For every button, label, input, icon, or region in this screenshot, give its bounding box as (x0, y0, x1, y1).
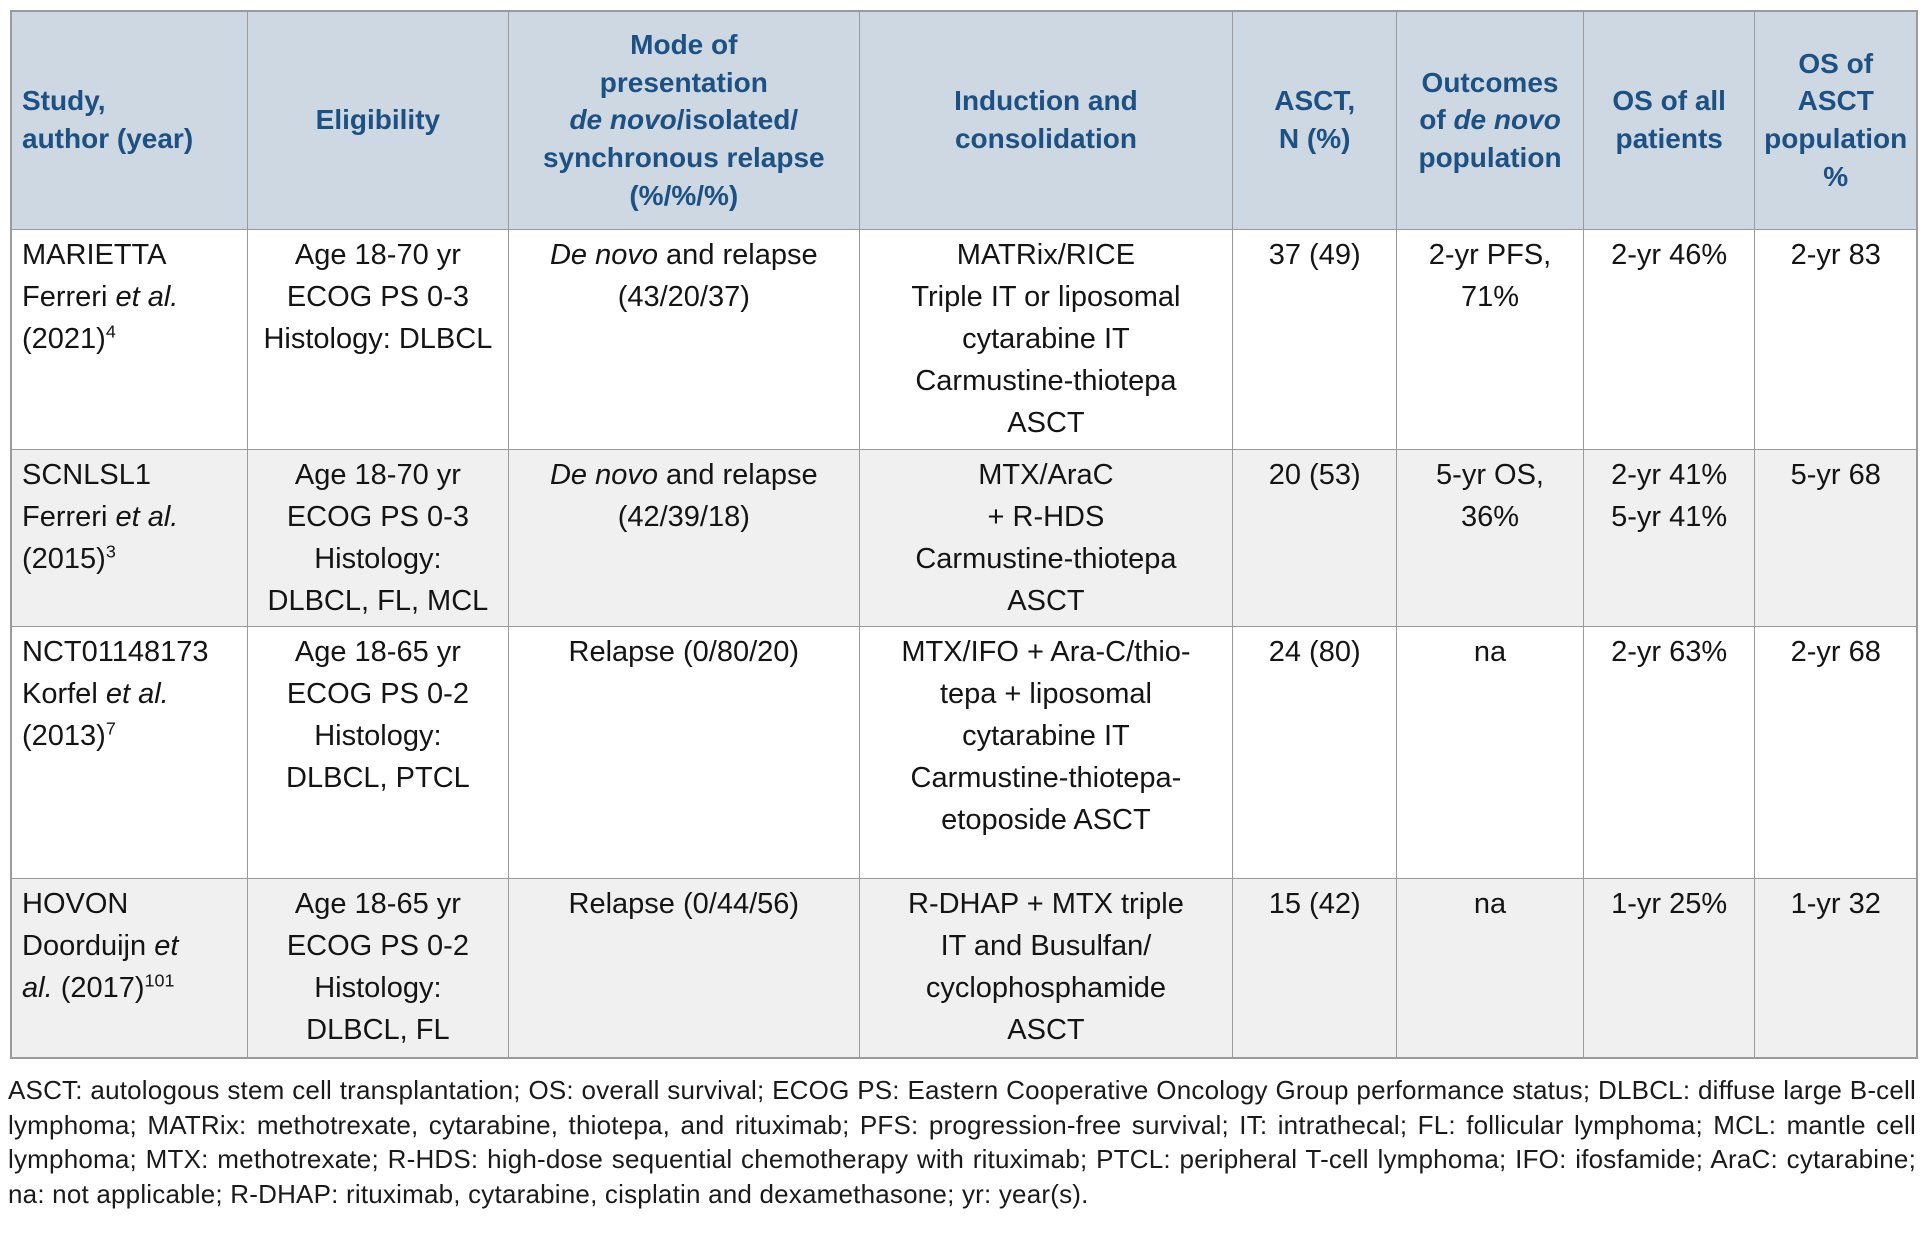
studies-table: Study, author (year) Eligibility Mode of… (10, 10, 1918, 1060)
cell-asct-n: 37 (49) (1232, 228, 1398, 450)
cell-os-asct-population: 2-yr 68 (1754, 625, 1918, 879)
table-row-hovon: HOVON Doorduijn et al. (2017)101 Age 18-… (10, 877, 1918, 1059)
cell-outcomes-de-novo: 5-yr OS, 36% (1396, 448, 1584, 627)
cell-asct-n: 20 (53) (1232, 448, 1398, 627)
cell-eligibility: Age 18-65 yr ECOG PS 0-2 Histology: DLBC… (246, 877, 509, 1059)
cell-mode-of-presentation: De novo and relapse (42/39/18) (507, 448, 860, 627)
col-header-os-all-patients: OS of all patients (1582, 10, 1756, 230)
col-header-outcomes-de-novo: Outcomes of de novo population (1396, 10, 1584, 230)
cell-study: MARIETTA Ferreri et al. (2021)4 (10, 228, 248, 450)
col-header-eligibility: Eligibility (246, 10, 509, 230)
cell-eligibility: Age 18-65 yr ECOG PS 0-2 Histology: DLBC… (246, 625, 509, 879)
cell-os-all-patients: 1-yr 25% (1582, 877, 1756, 1059)
table-row-nct01148173: NCT01148173 Korfel et al. (2013)7 Age 18… (10, 625, 1918, 879)
table-row-marietta: MARIETTA Ferreri et al. (2021)4 Age 18-7… (10, 228, 1918, 450)
cell-eligibility: Age 18-70 yr ECOG PS 0-3 Histology: DLBC… (246, 228, 509, 450)
col-header-os-asct-population: OS of ASCT population % (1754, 10, 1918, 230)
cell-induction-consolidation: MTX/IFO + Ara-C/thio- tepa + liposomal c… (858, 625, 1234, 879)
cell-asct-n: 24 (80) (1232, 625, 1398, 879)
col-header-study: Study, author (year) (10, 10, 248, 230)
cell-os-all-patients: 2-yr 46% (1582, 228, 1756, 450)
cell-outcomes-de-novo: 2-yr PFS, 71% (1396, 228, 1584, 450)
abbreviations-footnote: ASCT: autologous stem cell transplantati… (8, 1075, 1916, 1209)
cell-induction-consolidation: MTX/AraC + R-HDS Carmustine-thiotepa ASC… (858, 448, 1234, 627)
cell-mode-of-presentation: Relapse (0/44/56) (507, 877, 860, 1059)
col-header-induction-consolidation: Induction and consolidation (858, 10, 1234, 230)
cell-induction-consolidation: MATRix/RICE Triple IT or liposomal cytar… (858, 228, 1234, 450)
cell-os-asct-population: 2-yr 83 (1754, 228, 1918, 450)
cell-os-asct-population: 5-yr 68 (1754, 448, 1918, 627)
cell-outcomes-de-novo: na (1396, 625, 1584, 879)
cell-induction-consolidation: R-DHAP + MTX triple IT and Busulfan/ cyc… (858, 877, 1234, 1059)
col-header-asct-n: ASCT, N (%) (1232, 10, 1398, 230)
cell-mode-of-presentation: De novo and relapse (43/20/37) (507, 228, 860, 450)
col-header-mode-of-presentation: Mode of presentation de novo/isolated/ s… (507, 10, 860, 230)
cell-asct-n: 15 (42) (1232, 877, 1398, 1059)
header-row: Study, author (year) Eligibility Mode of… (10, 10, 1918, 230)
cell-os-all-patients: 2-yr 63% (1582, 625, 1756, 879)
cell-eligibility: Age 18-70 yr ECOG PS 0-3 Histology: DLBC… (246, 448, 509, 627)
cell-study: NCT01148173 Korfel et al. (2013)7 (10, 625, 248, 879)
cell-mode-of-presentation: Relapse (0/80/20) (507, 625, 860, 879)
cell-study: SCNLSL1 Ferreri et al. (2015)3 (10, 448, 248, 627)
cell-os-asct-population: 1-yr 32 (1754, 877, 1918, 1059)
cell-study: HOVON Doorduijn et al. (2017)101 (10, 877, 248, 1059)
cell-outcomes-de-novo: na (1396, 877, 1584, 1059)
cell-os-all-patients: 2-yr 41% 5-yr 41% (1582, 448, 1756, 627)
table-row-scnlsl1: SCNLSL1 Ferreri et al. (2015)3 Age 18-70… (10, 448, 1918, 627)
